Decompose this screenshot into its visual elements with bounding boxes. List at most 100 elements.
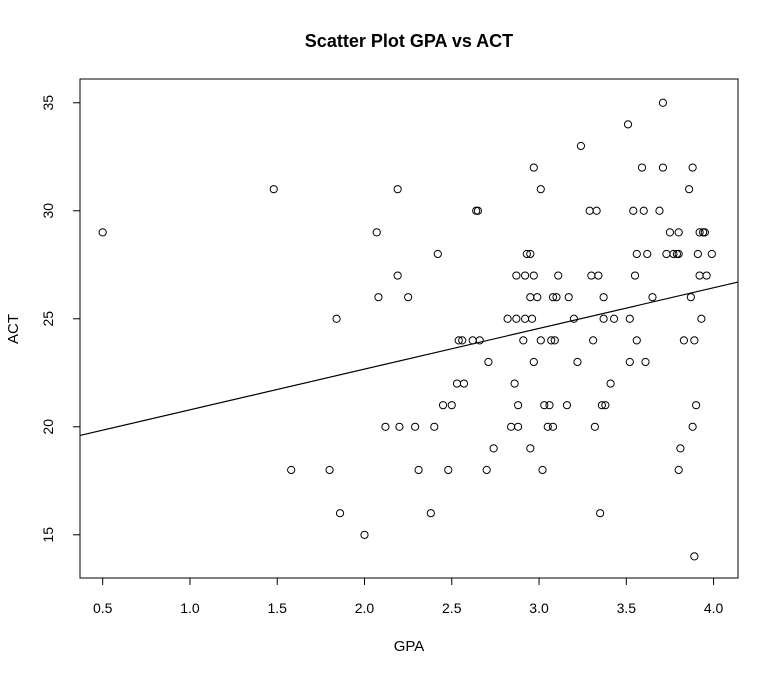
data-point [452,379,462,388]
data-point [536,336,545,345]
data-point [526,444,535,453]
data-point [510,379,519,388]
data-point [585,206,594,215]
data-point [360,530,369,539]
data-point [459,379,469,388]
data-point [269,185,278,194]
data-point [625,357,634,367]
data-point [688,422,697,431]
data-point [655,206,664,215]
data-point [529,271,538,280]
data-point [489,444,498,453]
data-point [395,422,404,431]
x-axis-label: GPA [394,638,425,655]
y-tick-label: 30 [40,203,56,219]
data-point [597,401,606,410]
data-point [536,185,545,194]
data-point [444,465,453,475]
data-point [576,141,586,151]
data-point [564,293,573,302]
data-point [393,271,402,280]
data-point [519,336,528,345]
data-point [540,401,549,410]
data-point [520,314,530,323]
data-point [632,336,641,345]
data-point [669,249,678,259]
data-point [548,293,558,302]
data-point [332,314,341,323]
x-tick-label: 3.5 [617,600,637,616]
data-point [458,336,467,345]
data-point [545,401,554,410]
data-point [697,314,706,323]
x-axis: 0.5 1.0 1.5 2.0 2.5 3.0 3.5 4.0 [93,577,724,616]
data-point [688,163,697,172]
data-point [707,249,716,259]
data-point [454,336,463,345]
data-point [658,98,668,107]
data-point [609,314,619,323]
data-point [562,401,572,410]
data-point [372,228,381,237]
data-point [548,422,558,431]
regression-line [79,281,739,437]
y-tick-label: 15 [40,527,56,543]
data-point [569,314,579,323]
data-point [690,552,699,561]
data-point [426,509,435,518]
data-point [592,206,601,215]
data-point [674,465,683,475]
data-point [513,422,523,431]
data-point [639,206,648,215]
data-points [98,98,716,561]
data-point [98,228,107,237]
data-point [482,465,491,475]
data-point [606,379,615,388]
chart-title: Scatter Plot GPA vs ACT [305,31,513,51]
data-point [674,249,683,259]
data-point [468,336,477,345]
data-point [414,465,423,475]
data-point [529,357,538,367]
data-point [601,401,610,410]
data-point [472,206,481,215]
data-point [547,336,556,345]
data-point [589,336,598,345]
data-point [686,293,695,302]
data-point [643,249,652,259]
data-point [325,465,334,475]
data-point [695,271,704,280]
data-point [550,336,559,345]
data-point [513,401,523,410]
y-tick-label: 25 [40,311,56,327]
data-point [520,271,530,280]
data-point [702,271,711,280]
data-point [637,163,647,172]
data-point [529,163,538,172]
plot-frame [79,78,739,579]
data-point [475,336,484,345]
data-point [665,228,675,237]
regression-line-group [79,281,739,437]
x-tick-label: 4.0 [704,600,724,616]
data-point [695,228,704,237]
data-point [676,444,685,453]
data-point [554,271,563,280]
data-point [543,422,552,431]
x-tick-label: 1.0 [180,600,200,616]
data-point [662,249,671,259]
data-point [433,249,442,259]
data-point [447,401,456,410]
data-point [629,206,638,215]
x-tick-label: 0.5 [93,600,113,616]
data-point [587,271,596,280]
y-tick-label: 20 [40,419,56,435]
data-point [512,271,521,280]
data-point [599,293,608,302]
data-point [630,271,640,280]
data-point [526,293,535,302]
data-point [594,271,603,280]
data-point [512,314,521,323]
data-point [599,314,608,323]
